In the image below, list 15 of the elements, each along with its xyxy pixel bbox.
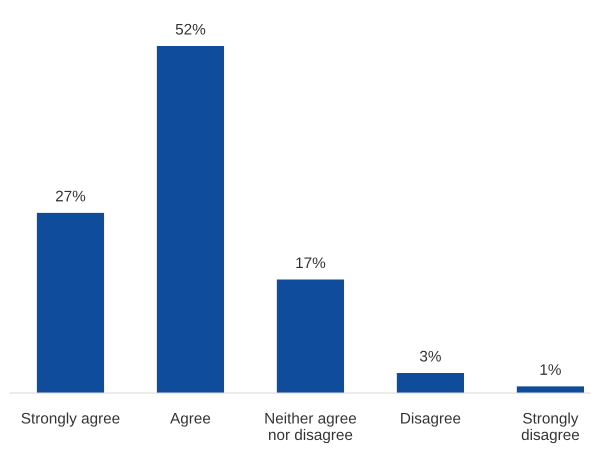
x-tick-label: Disagree xyxy=(401,412,460,427)
data-label: 17% xyxy=(296,257,326,268)
x-tick-label: Neither agree nor disagree xyxy=(265,412,356,444)
bar xyxy=(36,212,104,393)
x-tick-label: Strongly agree xyxy=(21,412,120,427)
x-tick-label: Agree xyxy=(170,413,210,427)
bar xyxy=(516,386,584,393)
data-label: 3% xyxy=(420,350,441,362)
data-label: 52% xyxy=(176,24,206,35)
bar xyxy=(276,280,344,393)
bar xyxy=(156,46,224,393)
data-label: 1% xyxy=(540,364,561,375)
bar xyxy=(396,372,464,393)
x-tick-label: Strongly disagree xyxy=(522,412,580,444)
data-label: 27% xyxy=(56,190,86,202)
